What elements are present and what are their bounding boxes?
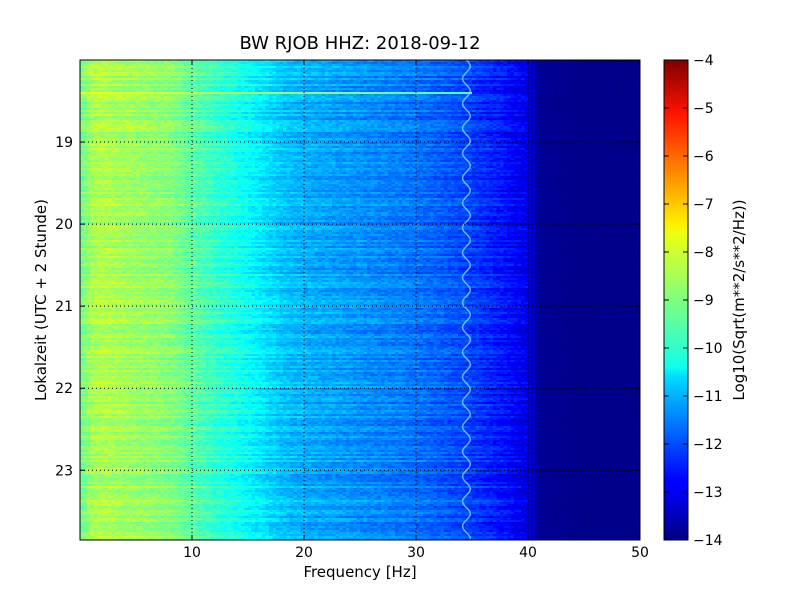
chart-title: BW RJOB HHZ: 2018-09-12 (239, 33, 480, 54)
y-tick-label: 23 (55, 463, 73, 479)
y-tick-label: 21 (55, 299, 73, 315)
colorbar-tick-label: −7 (693, 197, 714, 213)
plot-frame (79, 59, 641, 541)
grid-lines (80, 60, 640, 540)
colorbar-tick-label: −14 (693, 533, 723, 549)
colorbar-tick-label: −11 (693, 389, 723, 405)
x-tick-label: 10 (183, 545, 201, 561)
colorbar-tick-label: −5 (693, 101, 714, 117)
colorbar-tick-label: −8 (693, 245, 714, 261)
spectrogram-image (80, 60, 640, 540)
colorbar-tick-label: −10 (693, 341, 723, 357)
x-tick-label: 20 (295, 545, 313, 561)
colorbar-tick-label: −9 (693, 293, 714, 309)
x-tick-label: 30 (407, 545, 425, 561)
y-tick-label: 20 (55, 217, 73, 233)
x-tick-label: 40 (519, 545, 537, 561)
narrowband-line (461, 60, 472, 540)
spectrogram-heatmap (80, 60, 640, 540)
colorbar-tick-label: −4 (693, 53, 714, 69)
y-tick-label: 19 (55, 135, 73, 151)
y-axis-label: Lokalzeit (UTC + 2 Stunde) (32, 199, 50, 401)
colorbar-tick-label: −13 (693, 485, 723, 501)
colorbar-label: Log10(Sqrt(m**2/s**2/Hz)) (730, 199, 748, 400)
colorbar-tick-label: −6 (693, 149, 714, 165)
x-axis-label: Frequency [Hz] (303, 563, 416, 581)
y-axis: 19 20 21 22 23 (55, 135, 640, 479)
x-tick-label: 50 (631, 545, 649, 561)
y-tick-label: 22 (55, 381, 73, 397)
colorbar-axis: −4 −5 −6 −7 −8 −9 −10 −11 −12 −13 −14 (664, 53, 723, 549)
spectrogram-features (461, 60, 472, 540)
x-axis: 10 20 30 40 50 (183, 60, 649, 561)
colorbar-tick-label: −12 (693, 437, 723, 453)
